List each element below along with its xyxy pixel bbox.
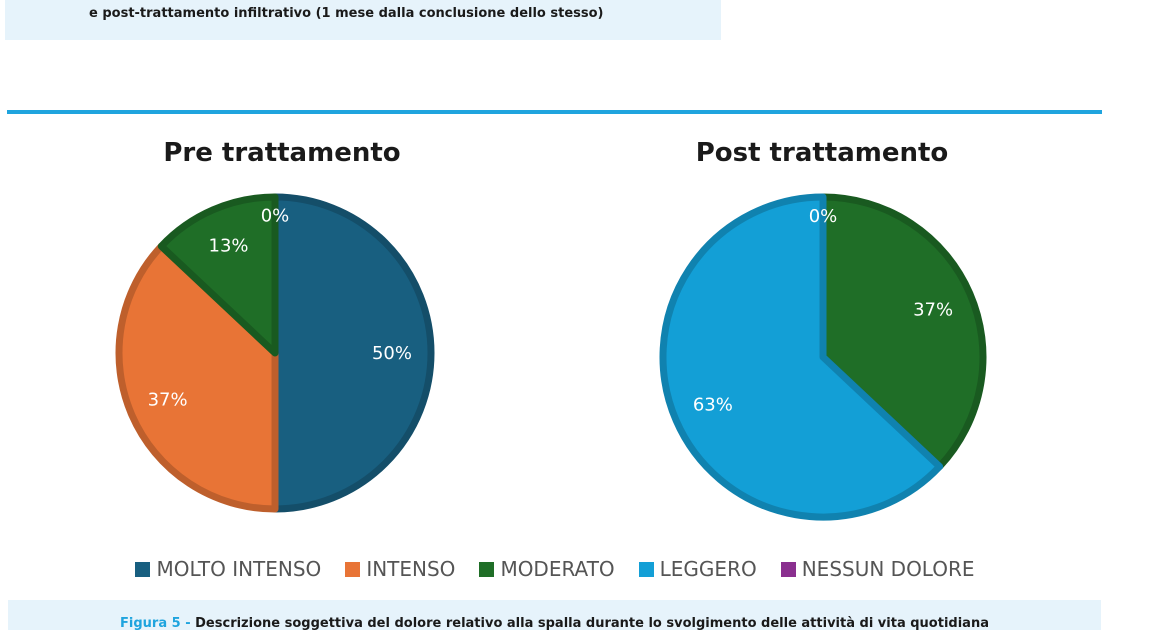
data-label-nessun-dolore: 0% [261,206,290,227]
figure-caption: Figura 5 - Descrizione soggettiva del do… [8,600,1101,630]
data-label-moderato: 13% [209,236,249,257]
pie-slice-moderato [819,193,987,471]
section-divider [7,110,1102,114]
legend-swatch [638,561,654,577]
top-caption: e post-trattamento infiltrativo (1 mese … [5,0,721,40]
pie-slice-intenso [115,242,279,513]
data-label-moderato: 37% [913,299,953,320]
chart-title-post: Post trattamento [695,138,949,168]
legend-item-intenso: INTENSO [345,557,455,581]
legend-label: LEGGERO [659,557,757,581]
chart-legend: MOLTO INTENSO INTENSO MODERATO LEGGERO N… [0,557,1110,581]
data-label-molto-intenso: 50% [372,343,412,364]
figure-label: Figura 5 - [120,616,196,630]
legend-label: NESSUN DOLORE [801,557,975,581]
legend-label: MOLTO INTENSO [156,557,322,581]
legend-label: MODERATO [500,557,615,581]
pie-chart-post: 37% 63% 0% [659,193,987,521]
legend-swatch [135,561,151,577]
pie-slice-leggero [659,193,944,521]
pie-chart-pre: 50% 37% 13% 0% [115,193,435,513]
top-caption-text: e post-trattamento infiltrativo (1 mese … [89,6,604,21]
figure-text: Descrizione soggettiva del dolore relati… [195,616,989,630]
legend-swatch [479,561,495,577]
pie-slice-moderato [157,193,279,357]
legend-swatch [345,561,361,577]
data-label-intenso: 37% [148,389,188,410]
legend-label: INTENSO [366,557,456,581]
data-label-nessun-dolore: 0% [809,206,838,227]
data-label-leggero: 63% [693,395,733,416]
legend-swatch [780,561,796,577]
pie-slice-molto-intenso [271,193,435,513]
legend-item-nessun-dolore: NESSUN DOLORE [780,557,975,581]
legend-item-leggero: LEGGERO [638,557,757,581]
legend-item-molto-intenso: MOLTO INTENSO [135,557,321,581]
legend-item-moderato: MODERATO [479,557,615,581]
chart-title-pre: Pre trattamento [163,138,401,168]
